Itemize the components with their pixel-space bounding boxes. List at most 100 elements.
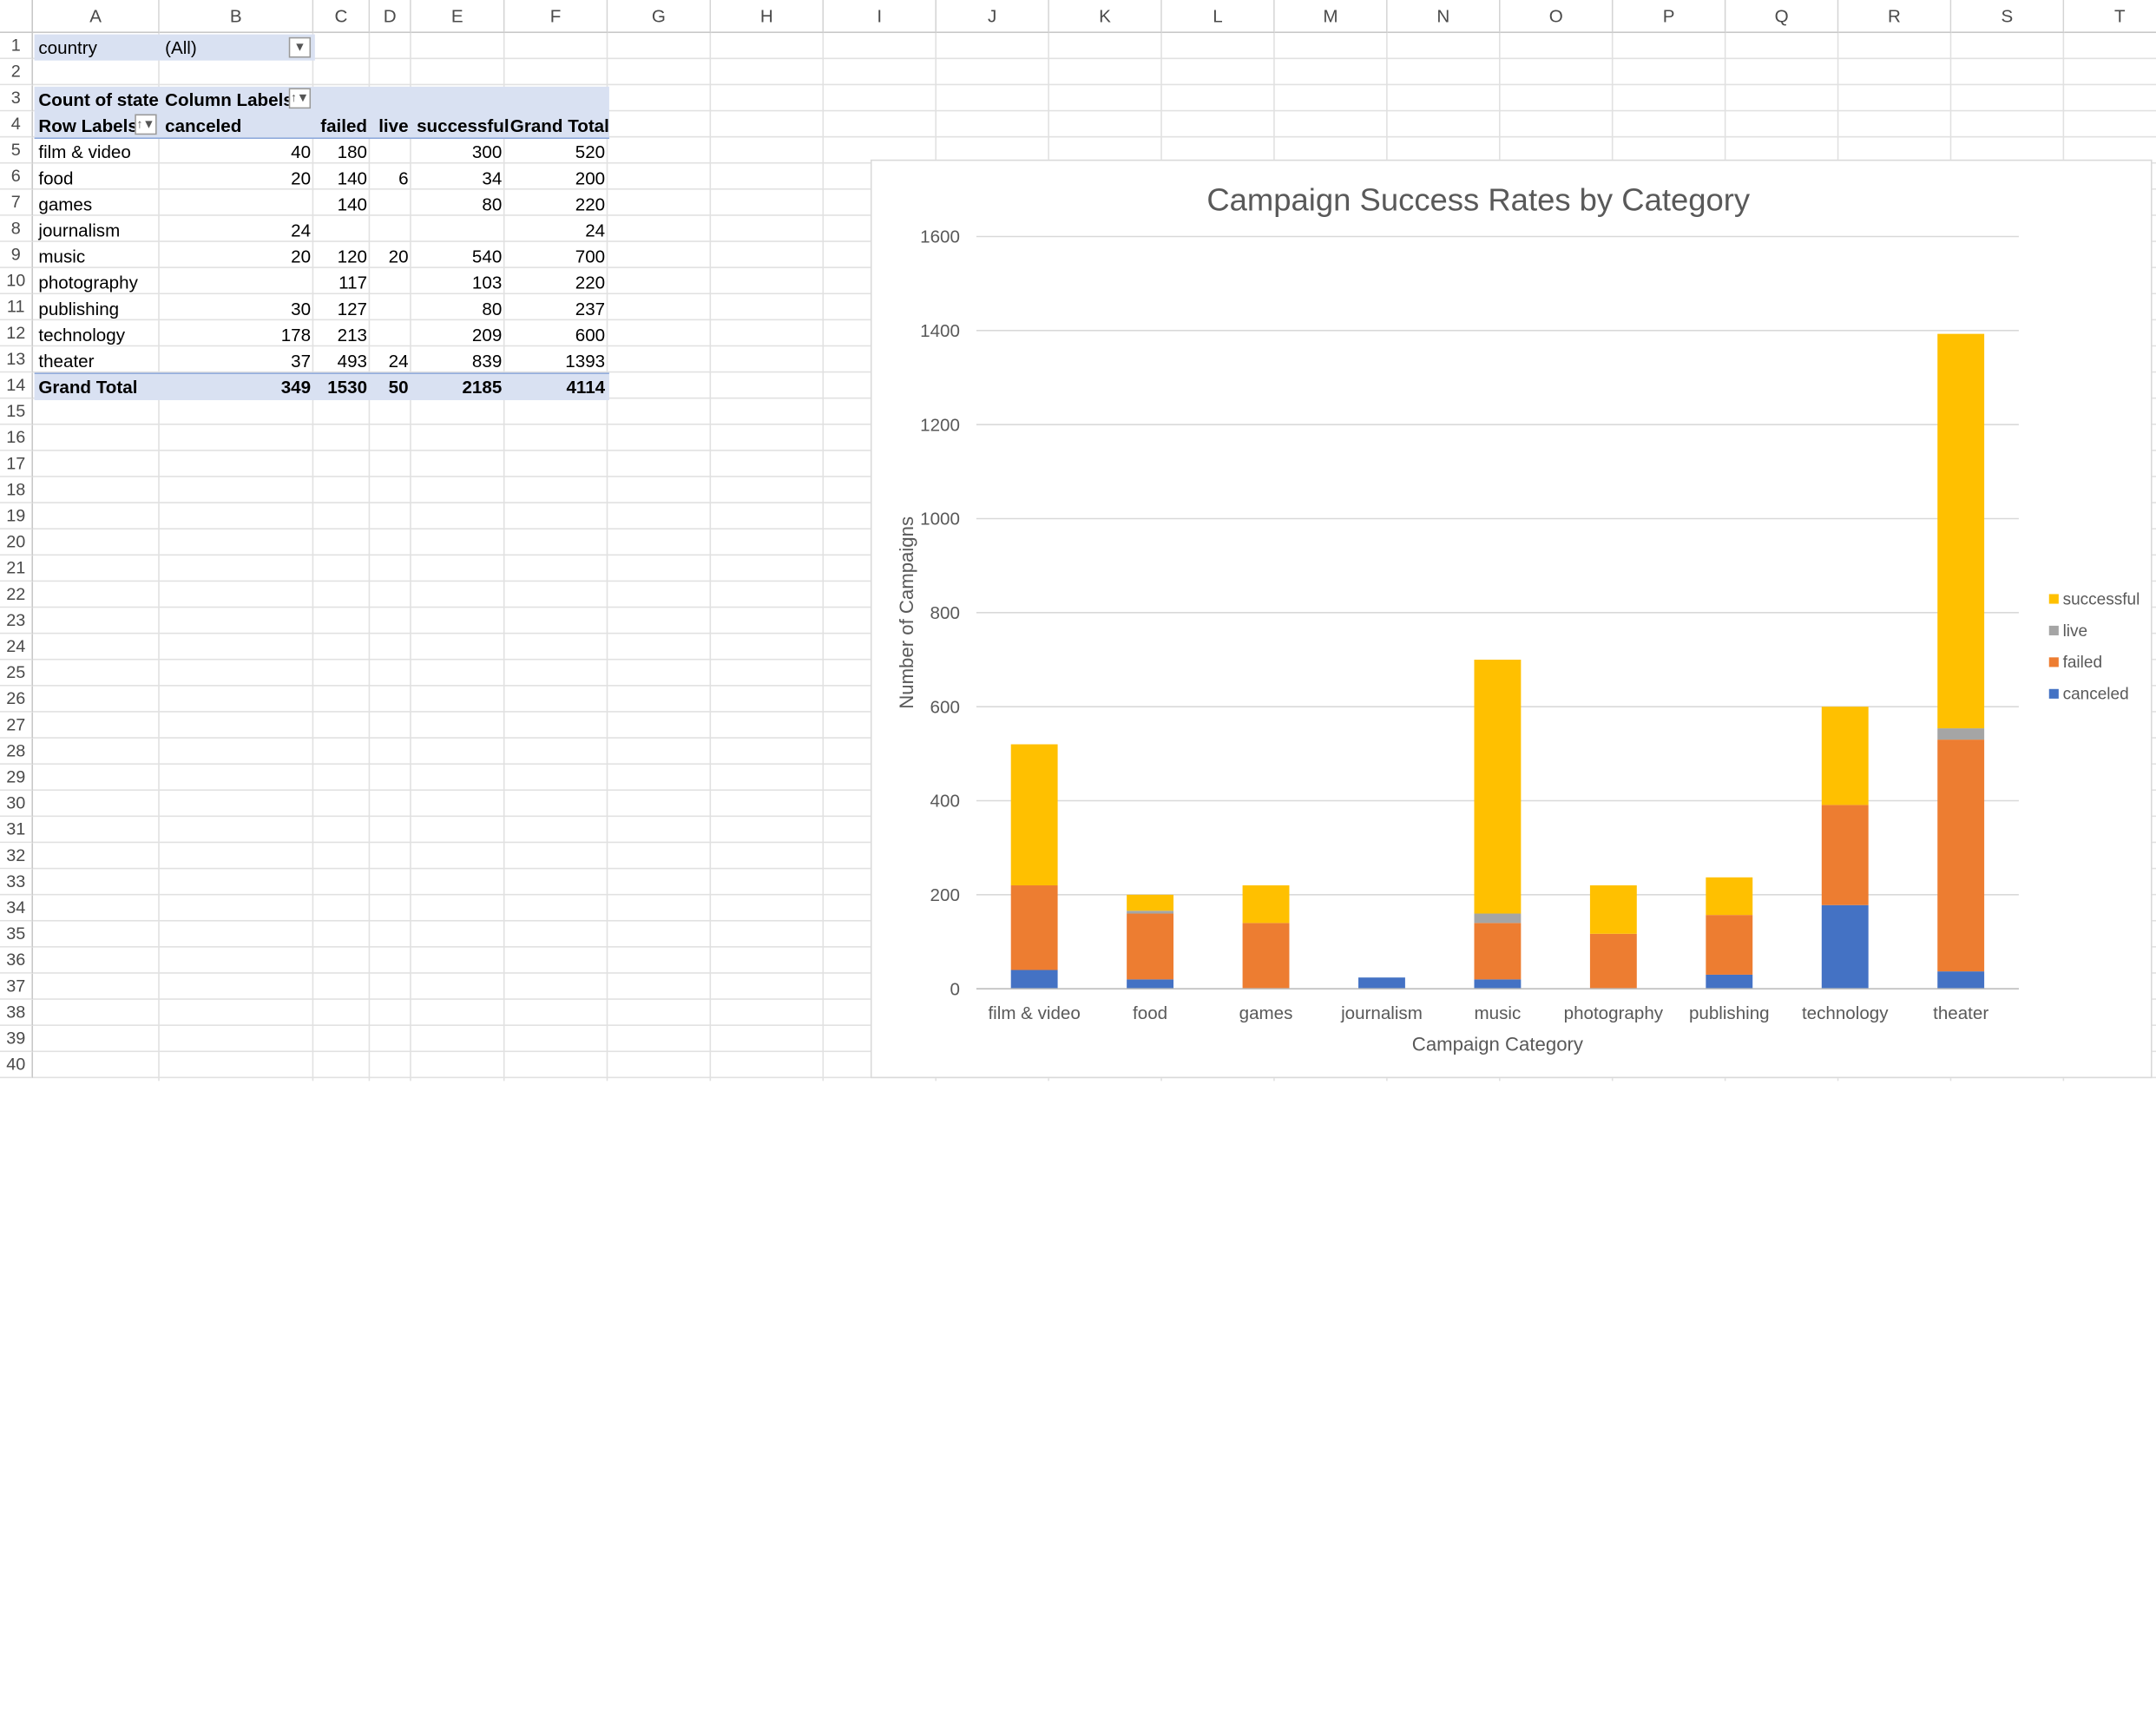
col-header-failed[interactable]: failed xyxy=(320,115,368,136)
row-header-32[interactable]: 32 xyxy=(0,843,34,870)
column-labels[interactable]: Column Labels xyxy=(165,89,293,110)
filter-value[interactable]: (All) xyxy=(165,36,197,58)
row-header-8[interactable]: 8 xyxy=(0,215,34,242)
pivot-cell-failed[interactable]: 117 xyxy=(339,272,368,293)
row-header-40[interactable]: 40 xyxy=(0,1052,34,1079)
column-header-l[interactable]: L xyxy=(1161,0,1275,34)
column-header-g[interactable]: G xyxy=(608,0,712,34)
pivot-cell-canceled[interactable] xyxy=(161,191,314,217)
pivot-row-label[interactable]: music xyxy=(38,246,86,267)
pivot-cell-live[interactable]: 6 xyxy=(398,168,409,189)
pivot-cell-canceled[interactable]: 37 xyxy=(291,351,312,371)
pivot-cell-failed[interactable]: 140 xyxy=(337,168,368,189)
column-header-n[interactable]: N xyxy=(1387,0,1501,34)
column-header-k[interactable]: K xyxy=(1048,0,1162,34)
pivot-cell-live[interactable] xyxy=(371,217,413,243)
column-header-j[interactable]: J xyxy=(936,0,1049,34)
row-header-3[interactable]: 3 xyxy=(0,85,34,112)
grand-total-grand-total[interactable]: 4114 xyxy=(566,377,606,398)
row-header-1[interactable]: 1 xyxy=(0,33,34,60)
pivot-row-label[interactable]: publishing xyxy=(38,298,120,319)
column-header-h[interactable]: H xyxy=(711,0,825,34)
pivot-cell-canceled[interactable]: 40 xyxy=(291,141,312,162)
row-header-22[interactable]: 22 xyxy=(0,582,34,608)
pivot-cell-successful[interactable]: 540 xyxy=(471,246,503,267)
pivot-cell-successful[interactable]: 209 xyxy=(471,324,503,345)
col-header-live[interactable]: live xyxy=(378,115,409,136)
value-label[interactable]: Count of state xyxy=(38,89,159,110)
row-header-7[interactable]: 7 xyxy=(0,189,34,216)
row-header-38[interactable]: 38 xyxy=(0,999,34,1026)
grand-total-successful[interactable]: 2185 xyxy=(462,377,503,398)
row-header-15[interactable]: 15 xyxy=(0,398,34,425)
pivot-row-label[interactable]: technology xyxy=(38,324,126,345)
row-labels[interactable]: Row Labels xyxy=(38,115,138,136)
row-header-27[interactable]: 27 xyxy=(0,712,34,739)
pivot-cell-grand-total[interactable]: 520 xyxy=(575,141,606,162)
row-header-6[interactable]: 6 xyxy=(0,163,34,190)
pivot-cell-failed[interactable] xyxy=(315,217,371,243)
row-header-5[interactable]: 5 xyxy=(0,137,34,164)
column-header-c[interactable]: C xyxy=(313,0,371,34)
pivot-cell-grand-total[interactable]: 24 xyxy=(585,220,606,241)
row-header-23[interactable]: 23 xyxy=(0,608,34,634)
row-header-26[interactable]: 26 xyxy=(0,686,34,713)
row-header-34[interactable]: 34 xyxy=(0,895,34,922)
pivot-cell-failed[interactable]: 180 xyxy=(337,141,368,162)
pivot-cell-live[interactable] xyxy=(371,191,413,217)
row-header-28[interactable]: 28 xyxy=(0,738,34,765)
col-header-grand-total[interactable]: Grand Total xyxy=(509,115,609,136)
filter-sort-icon[interactable]: ↑▼ xyxy=(135,114,157,135)
row-header-33[interactable]: 33 xyxy=(0,869,34,896)
pivot-cell-grand-total[interactable]: 1393 xyxy=(565,351,606,371)
row-header-21[interactable]: 21 xyxy=(0,556,34,582)
column-header-p[interactable]: P xyxy=(1613,0,1726,34)
row-header-20[interactable]: 20 xyxy=(0,529,34,556)
col-header-canceled[interactable]: canceled xyxy=(165,115,242,136)
pivot-cell-canceled[interactable]: 20 xyxy=(291,246,312,267)
row-header-2[interactable]: 2 xyxy=(0,59,34,86)
pivot-cell-failed[interactable]: 120 xyxy=(337,246,368,267)
column-header-r[interactable]: R xyxy=(1838,0,1952,34)
row-header-39[interactable]: 39 xyxy=(0,1025,34,1053)
filter-label[interactable]: country xyxy=(38,36,97,58)
grand-total-failed[interactable]: 1530 xyxy=(327,377,368,398)
pivot-cell-canceled[interactable]: 20 xyxy=(291,168,312,189)
pivot-cell-live[interactable] xyxy=(371,270,413,296)
pivot-row-label[interactable]: photography xyxy=(38,272,138,293)
col-header-successful[interactable]: successful xyxy=(417,115,509,136)
pivot-cell-grand-total[interactable]: 600 xyxy=(575,324,606,345)
column-header-o[interactable]: O xyxy=(1500,0,1614,34)
pivot-cell-successful[interactable]: 80 xyxy=(482,298,503,319)
pivot-cell-failed[interactable]: 140 xyxy=(337,194,368,215)
row-header-11[interactable]: 11 xyxy=(0,294,34,321)
column-header-d[interactable]: D xyxy=(370,0,411,34)
pivot-cell-failed[interactable]: 127 xyxy=(337,298,368,319)
pivot-cell-successful[interactable] xyxy=(412,217,506,243)
pivot-cell-live[interactable]: 20 xyxy=(388,246,409,267)
row-header-35[interactable]: 35 xyxy=(0,921,34,948)
row-header-29[interactable]: 29 xyxy=(0,764,34,792)
select-all-corner[interactable] xyxy=(0,0,34,34)
pivot-cell-live[interactable] xyxy=(371,139,413,165)
row-header-9[interactable]: 9 xyxy=(0,241,34,268)
row-header-14[interactable]: 14 xyxy=(0,372,34,399)
filter-sort-icon[interactable]: ↑▼ xyxy=(288,88,312,109)
pivot-cell-successful[interactable]: 103 xyxy=(471,272,503,293)
pivot-row-label[interactable]: theater xyxy=(38,351,95,371)
column-header-f[interactable]: F xyxy=(504,0,608,34)
row-header-25[interactable]: 25 xyxy=(0,660,34,687)
pivot-row-label[interactable]: food xyxy=(38,168,74,189)
column-header-a[interactable]: A xyxy=(33,0,160,34)
column-header-s[interactable]: S xyxy=(1951,0,2065,34)
row-header-30[interactable]: 30 xyxy=(0,791,34,818)
stacked-bar-chart[interactable]: 0 200 400 600 800 1000 1200 1400 1600 Campaign Su… xyxy=(870,159,2153,1079)
column-header-i[interactable]: I xyxy=(824,0,937,34)
grand-total-live[interactable]: 50 xyxy=(388,377,409,398)
pivot-cell-live[interactable] xyxy=(371,296,413,322)
column-header-q[interactable]: Q xyxy=(1725,0,1839,34)
grand-total-label[interactable]: Grand Total xyxy=(38,377,138,398)
column-header-e[interactable]: E xyxy=(411,0,505,34)
row-header-4[interactable]: 4 xyxy=(0,111,34,138)
column-header-m[interactable]: M xyxy=(1274,0,1388,34)
